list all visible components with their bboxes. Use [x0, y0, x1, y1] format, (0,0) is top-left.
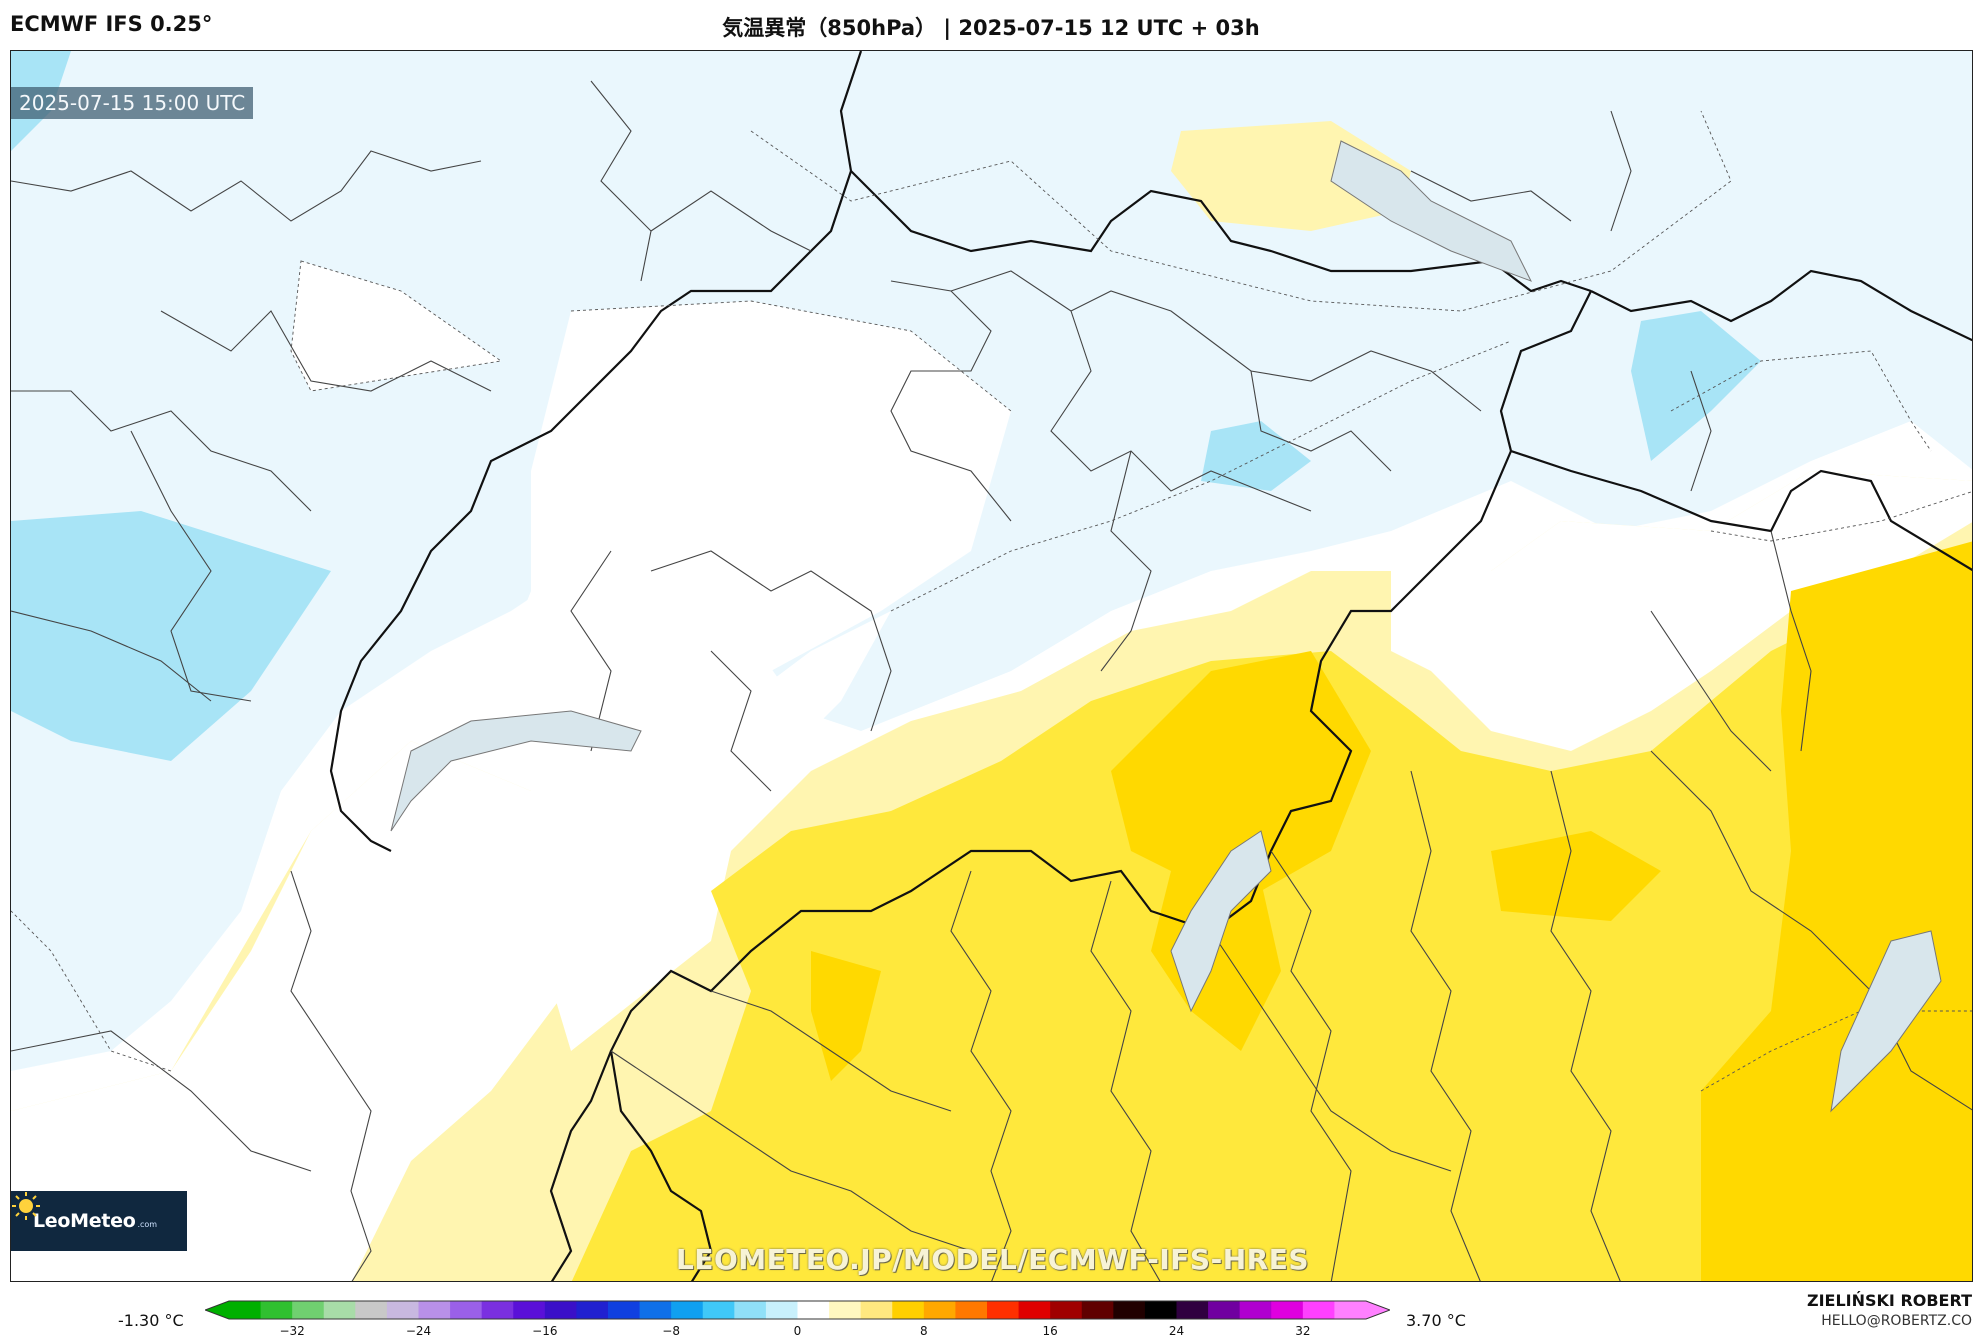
colorbar-swatch [1144, 1301, 1177, 1319]
logo-suffix: .com [137, 1219, 158, 1229]
pos-anomaly-strong-region-east [1491, 831, 1661, 921]
pos-anomaly-strong-region-far-east [1701, 541, 1972, 1281]
colorbar-swatch [1018, 1301, 1051, 1319]
neutral-region-west [291, 261, 501, 391]
colorbar-swatch [765, 1301, 798, 1319]
anomaly-map-svg [11, 51, 1972, 1281]
colorbar-swatch [229, 1301, 262, 1319]
colorbar-low-extend [205, 1301, 229, 1319]
model-label: ECMWF IFS 0.25° [10, 12, 213, 36]
colorbar-swatch [576, 1301, 609, 1319]
colorbar-swatch [829, 1301, 862, 1319]
colorbar-swatch [797, 1301, 830, 1319]
colorbar-tick-label: 8 [920, 1324, 928, 1338]
pos-anomaly-strong-region-center [1111, 651, 1371, 891]
colorbar-swatch [860, 1301, 893, 1319]
colorbar-max-label: 3.70 °C [1406, 1311, 1466, 1330]
colorbar-swatch [386, 1301, 419, 1319]
country-borders [329, 51, 1972, 1281]
colorbar-tick-label: −24 [405, 1324, 432, 1338]
colorbar-swatch [1081, 1301, 1114, 1319]
source-watermark: LEOMETEO.JP/MODEL/ECMWF-IFS-HRES [675, 1243, 1309, 1276]
colorbar-swatch [608, 1301, 641, 1319]
colorbar-swatch [639, 1301, 672, 1319]
colorbar-swatch [544, 1301, 577, 1319]
colorbar-swatch [1050, 1301, 1083, 1319]
neg-anomaly-light-region [11, 51, 1972, 1071]
colorbar-swatch [1302, 1301, 1335, 1319]
sun-icon [12, 1192, 40, 1220]
colorbar-swatch [1239, 1301, 1272, 1319]
colorbar-tick-label: 16 [1042, 1324, 1058, 1338]
colorbar-tick-label: 0 [793, 1324, 802, 1338]
pos-anomaly-strong-region-south [1151, 871, 1281, 1051]
neutral-region-south-gap [11, 611, 891, 1281]
colorbar-tick-label: −32 [279, 1324, 305, 1338]
colorbar-high-extend [1366, 1301, 1390, 1319]
colorbar-swatch [418, 1301, 451, 1319]
lakes [390, 140, 1942, 1113]
author-name: ZIELIŃSKI ROBERT [1806, 1291, 1972, 1310]
pos-anomaly-strong-region-west [811, 951, 881, 1081]
map-title: 気温異常（850hPa） | 2025-07-15 12 UTC + 03h [722, 16, 1260, 40]
neg-anomaly-mid-region-center [1201, 421, 1311, 491]
colorbar-tick-label: −8 [662, 1324, 681, 1338]
logo-name: LeoMeteo [33, 1210, 136, 1232]
colorbar-swatch [987, 1301, 1020, 1319]
neutral-region-central [491, 301, 1011, 821]
valid-time-badge: 2025-07-15 15:00 UTC [11, 87, 254, 119]
regional-borders [11, 80, 1972, 1281]
colorbar-tick-label: 24 [1168, 1324, 1185, 1338]
colorbar-svg [203, 1300, 1392, 1320]
neg-anomaly-mid-region-west [11, 511, 331, 761]
author-email[interactable]: HELLO@ROBERTZ.CO [1821, 1313, 1972, 1329]
colorbar-swatch [1334, 1301, 1367, 1319]
neutral-region-east-gap [1391, 471, 1972, 751]
colorbar-swatch [323, 1301, 356, 1319]
colorbar-swatch [292, 1301, 325, 1319]
colorbar-min-label: -1.30 °C [118, 1311, 184, 1330]
colorbar-swatch [892, 1301, 925, 1319]
colorbar-swatch [513, 1301, 546, 1319]
colorbar-swatch [260, 1301, 293, 1319]
colorbar-swatch [1176, 1301, 1209, 1319]
colorbar-swatch [671, 1301, 704, 1319]
colorbar-swatch [450, 1301, 483, 1319]
colorbar-swatch [734, 1301, 767, 1319]
colorbar-swatch [702, 1301, 735, 1319]
colorbar-swatch [1271, 1301, 1304, 1319]
colorbar [203, 1300, 1392, 1324]
colorbar-tick-label: −16 [532, 1324, 558, 1338]
colorbar-tick-label: 32 [1295, 1324, 1311, 1338]
colorbar-swatch [923, 1301, 956, 1319]
colorbar-swatch [1208, 1301, 1241, 1319]
pos-anomaly-mid-region [571, 571, 1972, 1281]
colorbar-swatch [481, 1301, 514, 1319]
map-area[interactable]: 2025-07-15 15:00 UTC LeoMeteo .com LEOME… [10, 50, 1973, 1282]
colorbar-swatch [355, 1301, 388, 1319]
leometeo-logo[interactable]: LeoMeteo .com [11, 1191, 187, 1251]
colorbar-swatch [1113, 1301, 1146, 1319]
colorbar-swatch [955, 1301, 988, 1319]
